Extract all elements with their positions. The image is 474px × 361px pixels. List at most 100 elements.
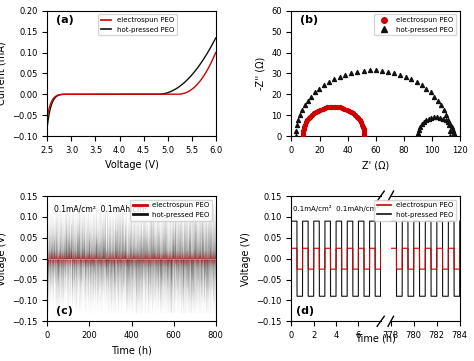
Point — [307, 114, 314, 119]
Y-axis label: Voltage (V): Voltage (V) — [241, 232, 251, 286]
Point — [360, 126, 367, 132]
Point — [446, 133, 454, 139]
Point — [378, 68, 386, 74]
Point — [416, 124, 424, 130]
Point — [434, 98, 442, 104]
Point — [301, 122, 309, 127]
Point — [422, 117, 430, 123]
Point — [414, 130, 422, 136]
Point — [338, 105, 346, 111]
Point — [449, 127, 457, 133]
Point — [310, 110, 318, 116]
Point — [300, 126, 307, 132]
Point — [420, 119, 428, 125]
Point — [293, 123, 301, 129]
Point — [299, 133, 307, 139]
Point — [358, 122, 366, 127]
Point — [396, 72, 404, 78]
Point — [361, 133, 368, 139]
Point — [312, 109, 320, 115]
Point — [448, 124, 456, 130]
Point — [294, 117, 302, 123]
Point — [438, 103, 445, 108]
Point — [360, 68, 367, 74]
Point — [328, 104, 336, 110]
Point — [357, 119, 365, 125]
Point — [450, 133, 458, 139]
Point — [413, 79, 420, 85]
Point — [324, 104, 331, 110]
Point — [356, 118, 364, 123]
Point — [391, 70, 398, 76]
Point — [304, 98, 311, 104]
Point — [415, 127, 422, 133]
X-axis label: Time (h): Time (h) — [111, 345, 152, 356]
Point — [309, 112, 316, 118]
Point — [402, 74, 410, 79]
Point — [418, 122, 425, 127]
Point — [354, 69, 361, 74]
Point — [299, 131, 307, 136]
Text: (a): (a) — [56, 14, 73, 25]
Point — [427, 90, 434, 95]
Point — [442, 112, 450, 118]
Point — [345, 108, 353, 114]
Point — [414, 133, 421, 139]
Y-axis label: Voltage (V): Voltage (V) — [0, 232, 7, 286]
Point — [305, 116, 313, 121]
X-axis label: Voltage (V): Voltage (V) — [105, 160, 158, 170]
Point — [445, 123, 453, 129]
Point — [296, 112, 303, 118]
Text: (d): (d) — [296, 306, 314, 316]
Point — [320, 82, 328, 88]
Point — [425, 116, 432, 122]
Point — [418, 82, 425, 88]
Point — [292, 133, 300, 139]
Text: 0.1mA/cm²  0.1mAh/cm²: 0.1mA/cm² 0.1mAh/cm² — [54, 205, 147, 214]
Point — [450, 130, 458, 136]
Point — [347, 109, 355, 115]
Point — [384, 69, 392, 74]
X-axis label: Z' (Ω): Z' (Ω) — [362, 160, 389, 170]
Point — [440, 107, 447, 113]
Legend: electrospun PEO, hot-pressed PEO: electrospun PEO, hot-pressed PEO — [374, 14, 456, 35]
Point — [444, 117, 452, 123]
Point — [428, 115, 435, 121]
Text: Time (h): Time (h) — [355, 333, 396, 343]
Point — [359, 124, 366, 130]
Point — [316, 86, 323, 91]
Point — [336, 74, 344, 79]
Point — [301, 124, 308, 130]
Point — [299, 129, 307, 134]
Point — [302, 119, 310, 125]
Point — [366, 68, 374, 73]
Point — [372, 68, 380, 73]
Text: 0.1mA/cm²  0.1mAh/cm²: 0.1mA/cm² 0.1mAh/cm² — [293, 205, 380, 212]
Point — [360, 129, 368, 134]
Point — [334, 104, 341, 110]
Point — [307, 93, 315, 99]
Y-axis label: Current (mA): Current (mA) — [0, 42, 7, 105]
Point — [325, 79, 333, 85]
Point — [331, 104, 338, 110]
Text: (c): (c) — [56, 306, 73, 316]
Point — [343, 107, 351, 113]
Point — [330, 76, 338, 82]
Point — [353, 114, 360, 119]
Point — [447, 122, 454, 127]
Point — [431, 93, 438, 99]
Point — [326, 104, 334, 110]
Point — [355, 116, 362, 121]
Point — [422, 86, 430, 91]
Point — [446, 128, 454, 134]
Point — [437, 115, 444, 121]
Text: (b): (b) — [300, 14, 318, 25]
Point — [347, 70, 355, 76]
Point — [304, 118, 311, 123]
Point — [439, 116, 447, 122]
Point — [292, 128, 300, 134]
Point — [434, 114, 441, 120]
Point — [349, 110, 357, 116]
Y-axis label: -Z'' (Ω): -Z'' (Ω) — [255, 57, 265, 90]
Point — [442, 117, 450, 123]
